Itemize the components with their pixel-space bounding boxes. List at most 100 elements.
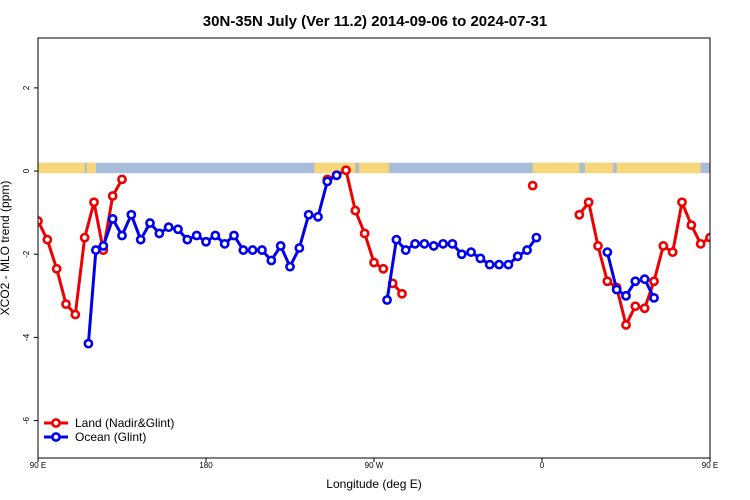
series-1-point-1-1 bbox=[391, 234, 402, 245]
series-1-point-2-0 bbox=[602, 247, 613, 258]
series-1-point-1-3 bbox=[410, 238, 420, 249]
series-0-point-4-16 bbox=[725, 228, 732, 235]
series-1-point-0-18 bbox=[247, 245, 258, 255]
series-0-line-1 bbox=[326, 168, 385, 271]
series-0-point-4-12 bbox=[686, 220, 697, 231]
series-0-point-1-4 bbox=[359, 228, 370, 239]
series-1-point-2-5 bbox=[649, 293, 659, 303]
land-band-1 bbox=[86, 162, 96, 174]
series-1-point-0-1 bbox=[90, 245, 101, 255]
series-0-point-0-2 bbox=[51, 263, 62, 274]
series-1-point-0-27 bbox=[331, 170, 342, 181]
series-0-point-4-17 bbox=[734, 174, 741, 181]
legend-marker-1 bbox=[51, 432, 61, 442]
series-0-point-4-1 bbox=[583, 197, 594, 208]
series-0-point-0-5 bbox=[79, 232, 90, 243]
series-1-point-0-5 bbox=[126, 209, 137, 220]
series-1-point-1-4 bbox=[419, 238, 430, 249]
legend-label-1: Ocean (Glint) bbox=[75, 430, 146, 444]
series-1-point-0-16 bbox=[229, 230, 239, 241]
series-0-point-4-11 bbox=[677, 197, 687, 208]
y-axis-label: XCO2 - MLO trend (ppm) bbox=[0, 181, 12, 316]
series-0-point-1-3 bbox=[350, 205, 361, 216]
series-0-line-0 bbox=[38, 178, 124, 316]
land-band-0 bbox=[38, 162, 85, 174]
series-1-line-0 bbox=[86, 173, 338, 344]
series-0 bbox=[38, 165, 741, 330]
series-0-point-4-14 bbox=[705, 232, 710, 243]
x-tick-label-2: 90 W bbox=[365, 461, 384, 470]
series-1-point-0-23 bbox=[294, 243, 305, 253]
series-0-point-4-7 bbox=[639, 303, 650, 314]
series-1-point-0-3 bbox=[107, 213, 118, 224]
y-axis: 2 0 -2 -4 -6 bbox=[22, 85, 38, 424]
series-0-point-4-9 bbox=[658, 241, 669, 251]
series-1-point-0-22 bbox=[285, 261, 295, 272]
series-1-point-0-26 bbox=[322, 176, 333, 187]
series-0-line-4 bbox=[578, 200, 710, 327]
series-1-point-0-25 bbox=[313, 211, 323, 222]
land-band-5 bbox=[584, 162, 613, 174]
series-1-point-1-10 bbox=[475, 253, 486, 264]
series-1-point-0-0 bbox=[83, 338, 94, 349]
series-0-point-4-8 bbox=[649, 276, 659, 287]
series-0-point-4-5 bbox=[621, 320, 631, 330]
series-0-point-3-0 bbox=[527, 180, 538, 191]
y-tick-label-4: -6 bbox=[22, 416, 31, 424]
series-1-point-0-12 bbox=[191, 230, 202, 241]
chart-title: 30N-35N July (Ver 11.2) 2014-09-06 to 20… bbox=[203, 13, 547, 30]
series-0-point-0-4 bbox=[70, 309, 81, 320]
series-1-point-0-4 bbox=[117, 230, 127, 241]
series-1-point-2-1 bbox=[611, 284, 622, 295]
series-0-point-4-15 bbox=[716, 215, 723, 222]
series-1-point-0-24 bbox=[303, 209, 314, 220]
series-1-point-1-6 bbox=[438, 238, 448, 249]
land-band-2 bbox=[314, 162, 356, 174]
land-band-3 bbox=[359, 162, 389, 174]
series-0-point-4-3 bbox=[602, 276, 613, 287]
series-0-point-4-6 bbox=[630, 301, 641, 312]
series-1-point-0-11 bbox=[182, 234, 193, 245]
x-axis-label: Longitude (deg E) bbox=[326, 477, 421, 491]
y-tick-label-3: -4 bbox=[22, 333, 31, 341]
y-tick-label-0: 2 bbox=[22, 85, 31, 90]
series-0-point-0-3 bbox=[61, 299, 71, 310]
land-band-7 bbox=[723, 163, 750, 173]
series-1-point-0-6 bbox=[135, 234, 146, 245]
x-tick-label-0: 90 E bbox=[30, 461, 46, 470]
series-1-point-0-7 bbox=[145, 218, 155, 228]
series-1-point-0-17 bbox=[238, 245, 249, 255]
series-layer bbox=[38, 165, 741, 349]
series-1-point-2-2 bbox=[621, 290, 631, 301]
series-1-point-1-8 bbox=[456, 249, 467, 260]
series-0-point-0-6 bbox=[89, 197, 99, 208]
x-tick-label-3: 0 bbox=[540, 461, 545, 470]
series-1-point-1-9 bbox=[466, 247, 476, 258]
series-0-point-1-2 bbox=[341, 165, 351, 176]
series-1-point-0-9 bbox=[163, 222, 174, 233]
series-1 bbox=[83, 170, 659, 349]
series-1-point-0-8 bbox=[154, 228, 165, 239]
legend-marker-0 bbox=[51, 418, 61, 428]
series-1-point-2-4 bbox=[639, 274, 650, 285]
series-1-point-1-15 bbox=[522, 245, 532, 255]
series-1-point-1-7 bbox=[447, 238, 458, 249]
series-0-point-1-6 bbox=[378, 263, 389, 274]
series-0-point-0-1 bbox=[42, 234, 53, 245]
series-0-point-4-0 bbox=[574, 209, 585, 220]
series-1-point-0-13 bbox=[201, 236, 211, 247]
series-1-point-1-11 bbox=[484, 259, 495, 270]
series-1-point-2-3 bbox=[630, 276, 641, 287]
series-1-point-1-13 bbox=[503, 259, 514, 270]
series-1-point-0-19 bbox=[257, 245, 267, 255]
series-1-point-0-20 bbox=[266, 255, 277, 266]
land-band-4 bbox=[532, 162, 580, 174]
series-0-point-2-1 bbox=[397, 288, 407, 299]
y-tick-label-2: -2 bbox=[22, 250, 31, 258]
series-1-point-1-2 bbox=[400, 245, 411, 255]
legend-label-0: Land (Nadir&Glint) bbox=[75, 416, 174, 430]
series-1-point-0-10 bbox=[173, 224, 183, 235]
series-0-point-1-5 bbox=[369, 257, 379, 268]
x-tick-label-1: 180 bbox=[199, 461, 213, 470]
